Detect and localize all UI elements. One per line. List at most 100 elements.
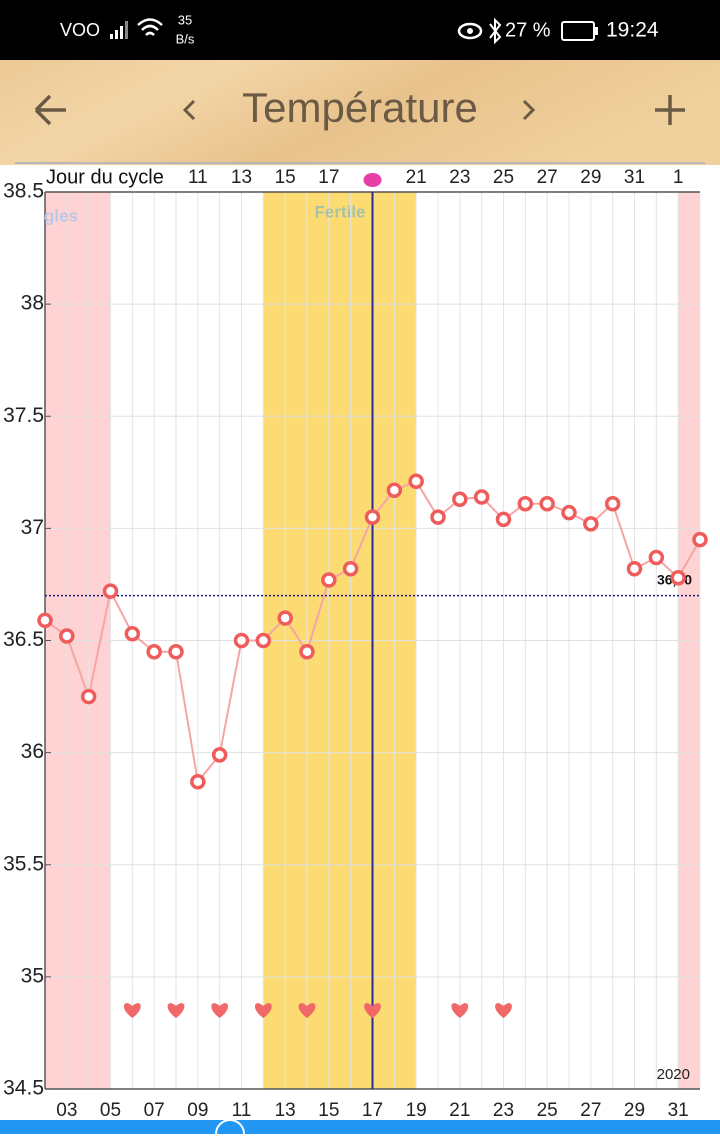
temperature-point (692, 531, 708, 548)
temperature-point (648, 549, 665, 566)
battery-icon (561, 21, 595, 41)
carrier: VOO (60, 20, 100, 40)
top-tick-label: 11 (188, 167, 208, 188)
temperature-point (233, 632, 250, 649)
top-tick-label: 25 (493, 167, 514, 188)
temperature-point (604, 495, 621, 512)
heart-icon (211, 1003, 229, 1018)
prev-button[interactable] (182, 99, 196, 121)
heart-icon (123, 1003, 141, 1018)
x-tick-label: 17 (362, 1100, 383, 1121)
x-tick-label: 09 (187, 1100, 208, 1121)
heart-icon (364, 1003, 381, 1018)
temperature-point (321, 572, 337, 588)
eye-icon (457, 22, 483, 40)
top-tick-label: 31 (624, 167, 645, 188)
x-tick-label: 05 (100, 1100, 121, 1121)
net-speed-unit: B/s (176, 31, 195, 46)
top-tick-label: 23 (449, 167, 470, 188)
temperature-point (59, 628, 75, 644)
battery-tip (595, 27, 598, 35)
top-tick-label: 17 (318, 167, 339, 188)
y-tick-label: 38.5 (3, 180, 44, 203)
x-tick-label: 13 (275, 1100, 296, 1121)
temperature-point (37, 612, 53, 629)
temperature-point (452, 491, 468, 507)
heart-icon (298, 1003, 316, 1018)
temperature-point (473, 489, 490, 505)
temperature-point (626, 560, 643, 577)
ovulation-marker (363, 173, 382, 187)
y-tick-label: 36.5 (3, 628, 44, 651)
heart-icon (167, 1003, 185, 1018)
temperature-point (342, 560, 359, 577)
x-tick-label: 31 (668, 1100, 689, 1121)
y-tick-label: 36 (21, 740, 44, 763)
x-tick-label: 03 (56, 1100, 77, 1121)
top-tick-label: 29 (580, 167, 601, 188)
temperature-point (211, 747, 228, 763)
temperature-point (583, 516, 599, 532)
y-tick-label: 38 (21, 292, 44, 315)
battery-percent: 27 % (505, 19, 551, 41)
x-tick-label: 15 (318, 1100, 339, 1121)
y-tick-label: 35.5 (3, 852, 44, 875)
y-tick-label: 37.5 (3, 404, 44, 427)
temperature-point (539, 495, 555, 512)
temperature-point (364, 509, 381, 525)
heart-icon (451, 1003, 469, 1018)
y-tick-label: 34.5 (3, 1077, 44, 1100)
temperature-point (277, 610, 293, 626)
temperature-point (495, 511, 512, 528)
fertile-label: Fertile (314, 202, 365, 221)
temperature-point (255, 632, 272, 649)
x-tick-label: 21 (449, 1100, 470, 1121)
x-tick-label: 11 (232, 1100, 252, 1121)
y-tick-label: 35 (21, 964, 44, 987)
year-label: 2020 (657, 1066, 690, 1083)
x-tick-label: 27 (580, 1100, 601, 1121)
x-tick-label: 07 (144, 1100, 165, 1121)
top-tick-label: 15 (275, 167, 296, 188)
clock: 19:24 (606, 19, 659, 42)
temperature-point (670, 569, 686, 586)
x-tick-label: 29 (624, 1100, 645, 1121)
temperature-point (102, 583, 119, 599)
next-button[interactable] (522, 99, 536, 121)
temperature-point (168, 643, 184, 660)
temperature-point (190, 774, 206, 790)
header-bar (0, 60, 720, 165)
x-tick-label: 25 (537, 1100, 558, 1121)
back-button[interactable] (34, 94, 66, 126)
heart-icon (254, 1003, 272, 1018)
temperature-point (386, 482, 403, 499)
eye-pupil (467, 28, 473, 34)
x-axis-title: Jour du cycle (46, 166, 164, 188)
header-title: Température (242, 84, 478, 131)
top-tick-label: 27 (537, 167, 558, 188)
period-label: gles (44, 206, 78, 225)
top-tick-label: 13 (231, 167, 252, 188)
x-tick-label: 19 (406, 1100, 427, 1121)
temperature-point (299, 643, 315, 660)
temperature-point (430, 509, 446, 525)
temperature-point (80, 688, 97, 705)
signal-icon (110, 21, 128, 39)
top-tick-label: 21 (406, 167, 427, 188)
net-speed: 35 (178, 12, 192, 27)
temperature-point (146, 643, 162, 660)
temperature-point (517, 495, 534, 512)
bluetooth-icon (489, 17, 502, 45)
bottom-button[interactable] (215, 1119, 245, 1135)
wifi-icon (137, 18, 163, 36)
heart-icon (495, 1003, 512, 1018)
top-tick-label: 1 (673, 167, 684, 188)
temperature-point (124, 626, 141, 642)
bottom-bar (0, 1120, 720, 1134)
temperature-point (408, 473, 424, 490)
temperature-point (561, 504, 577, 521)
x-tick-label: 23 (493, 1100, 514, 1121)
add-button[interactable] (655, 95, 685, 125)
